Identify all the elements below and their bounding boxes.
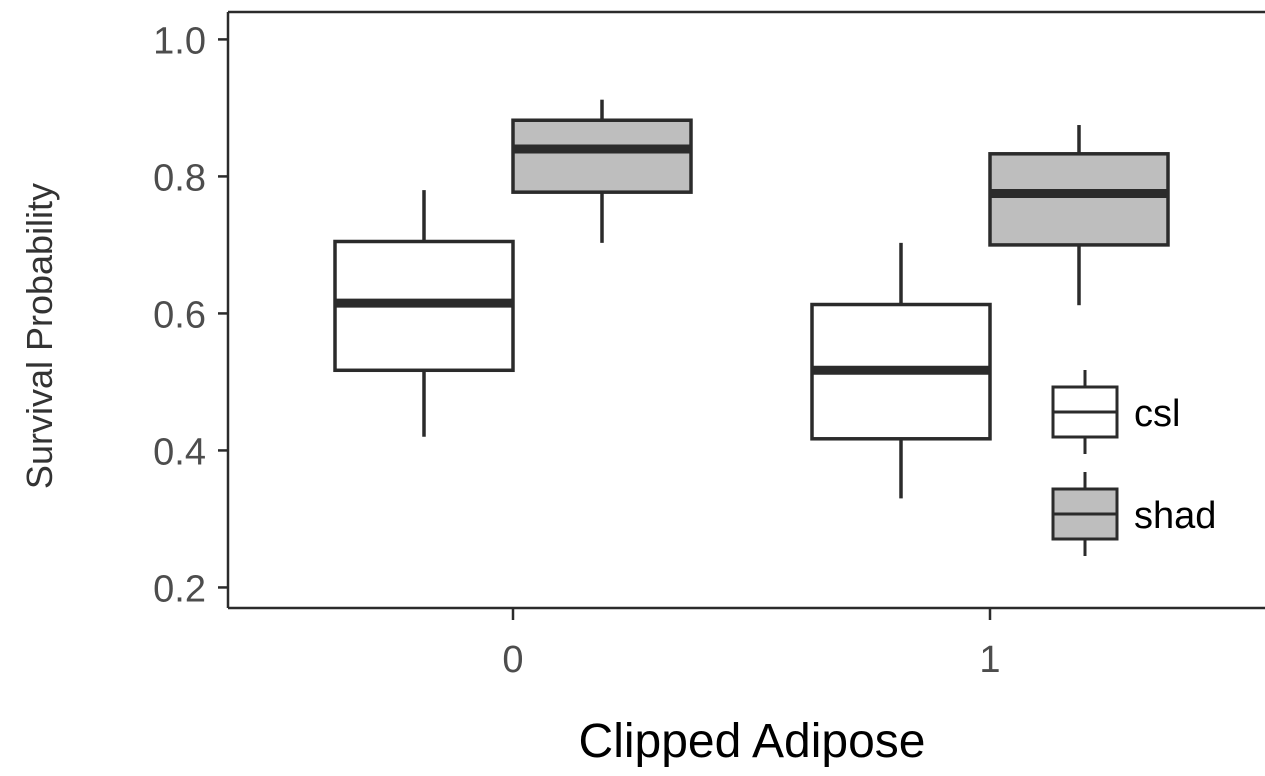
y-tick-label: 0.2 (153, 568, 206, 610)
legend-label: shad (1134, 495, 1216, 537)
box-iqr (988, 152, 1170, 247)
box-csl-0 (333, 190, 515, 437)
y-tick-label: 0.4 (153, 431, 206, 473)
box-iqr (511, 118, 693, 194)
legend-item-csl: csl (1051, 370, 1180, 454)
x-tick-label: 0 (502, 639, 523, 681)
x-tick-label: 1 (979, 639, 1000, 681)
y-tick-label: 0.8 (153, 157, 206, 199)
box-shad-1 (988, 125, 1170, 306)
y-tick-label: 0.6 (153, 294, 206, 336)
y-axis-label: Survival Probability (19, 183, 60, 489)
box-csl-1 (810, 242, 992, 499)
legend-item-shad: shad (1051, 472, 1216, 556)
x-axis-label: Clipped Adipose (579, 715, 926, 768)
y-tick-label: 1.0 (153, 20, 206, 62)
legend-label: csl (1134, 393, 1180, 435)
box-shad-0 (511, 99, 693, 243)
